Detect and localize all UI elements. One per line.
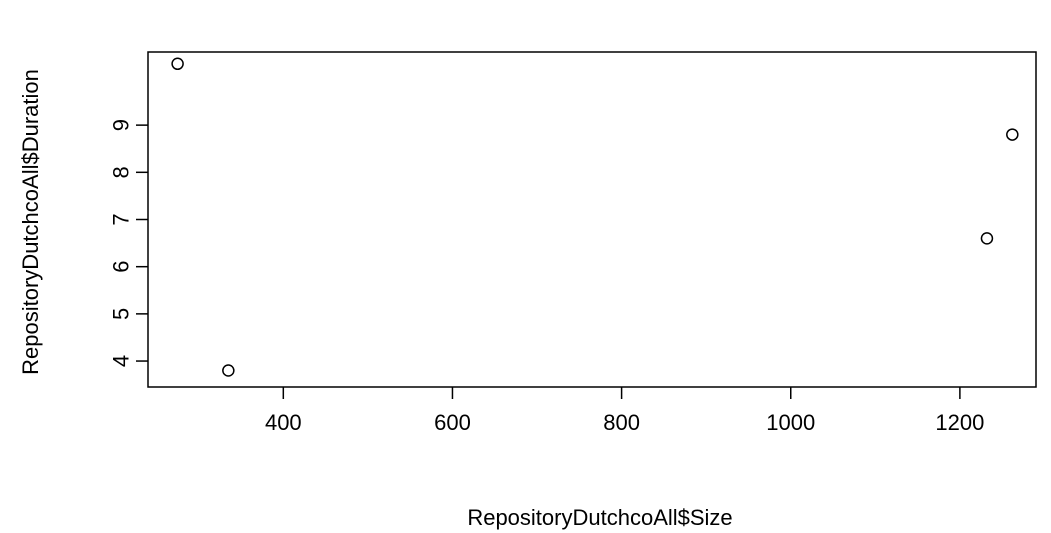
x-tick-label: 1200	[935, 410, 984, 435]
y-tick-label: 5	[109, 308, 134, 320]
x-tick-label: 400	[265, 410, 302, 435]
data-point	[980, 232, 994, 245]
x-axis: 400 600 800 1000 1200	[265, 387, 984, 435]
y-tick-label: 7	[109, 213, 134, 225]
x-axis-title: RepositoryDutchcoAll$Size	[467, 505, 732, 530]
data-point	[1006, 128, 1019, 141]
x-tick-label: 1000	[766, 410, 815, 435]
data-point	[222, 364, 235, 377]
plot-frame	[147, 51, 1037, 388]
y-tick-label: 8	[109, 166, 134, 178]
data-points	[171, 57, 1019, 377]
x-tick-label: 600	[434, 410, 471, 435]
data-point	[171, 57, 184, 71]
y-tick-label: 6	[109, 261, 134, 273]
x-tick-label: 800	[603, 410, 640, 435]
y-axis-title: RepositoryDutchcoAll$Duration	[18, 69, 43, 375]
y-tick-label: 4	[109, 355, 134, 367]
y-axis: 4 5 6 7 8 9	[109, 119, 148, 367]
y-tick-label: 9	[109, 119, 134, 131]
